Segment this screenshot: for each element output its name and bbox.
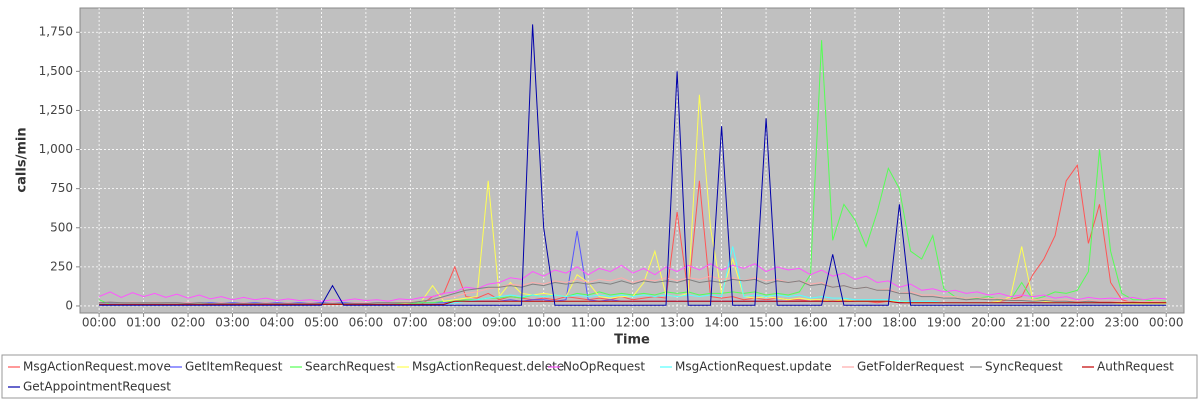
x-tick-label: 17:00 [838,316,873,330]
grid [80,8,1184,313]
x-tick-label: 09:00 [482,316,517,330]
y-tick-label: 1,000 [39,142,73,156]
x-tick-label: 13:00 [660,316,695,330]
y-tick-label: 250 [50,259,73,273]
x-tick-label: 21:00 [1016,316,1051,330]
x-tick-label: 03:00 [215,316,250,330]
x-tick-label: 23:00 [1104,316,1139,330]
x-tick-label: 11:00 [571,316,606,330]
x-tick-label: 08:00 [438,316,473,330]
lines [98,24,1167,306]
x-tick-label: 10:00 [526,316,561,330]
legend-label: GetAppointmentRequest [23,380,171,394]
plot-area [79,7,1185,314]
legend-label: NoOpRequest [563,360,645,374]
legend-label: MsgActionRequest.update [675,360,832,374]
x-tick-label: 04:00 [260,316,295,330]
series-line [99,300,1167,305]
legend-label: MsgActionRequest.delete [412,360,564,374]
legend-label: GetItemRequest [185,360,283,374]
x-tick-label: 06:00 [349,316,384,330]
x-tick-label: 02:00 [171,316,206,330]
y-tick-label: 1,500 [39,64,73,78]
legend-box [1,354,1198,399]
legend-label: AuthRequest [1097,360,1174,374]
axes: 0 250 500 750 1,000 1,250 1,500 1,750 00:00 01:00… [39,25,1184,330]
x-tick-label: 05:00 [304,316,339,330]
legend-label: MsgActionRequest.move [23,360,171,374]
x-tick-label: 01:00 [126,316,161,330]
y-tick-label: 1,750 [39,25,73,39]
x-tick-label: 07:00 [393,316,428,330]
legend: MsgActionRequest.move GetItemRequest Searc… [8,360,1174,394]
y-tick-label: 750 [50,181,73,195]
x-tick-label: 16:00 [793,316,828,330]
y-tick-label: 0 [65,298,73,312]
series-line [99,24,1167,306]
series-line [99,278,1167,305]
legend-label: SyncRequest [985,360,1063,374]
x-tick-label: 00:00 [1149,316,1184,330]
x-tick-label: 22:00 [1060,316,1095,330]
x-tick-label: 14:00 [704,316,739,330]
y-tick-label: 500 [50,220,73,234]
x-tick-label: 19:00 [927,316,962,330]
y-tick-label: 1,250 [39,103,73,117]
x-tick-label: 00:00 [82,316,117,330]
y-axis-title: calls/min [15,127,30,192]
x-axis-title: Time [614,333,650,348]
legend-label: SearchRequest [305,360,395,374]
series-line [98,263,1167,302]
x-tick-label: 12:00 [615,316,650,330]
x-tick-label: 18:00 [882,316,917,330]
x-tick-label: 20:00 [971,316,1006,330]
legend-label: GetFolderRequest [857,360,965,374]
x-tick-label: 15:00 [749,316,784,330]
